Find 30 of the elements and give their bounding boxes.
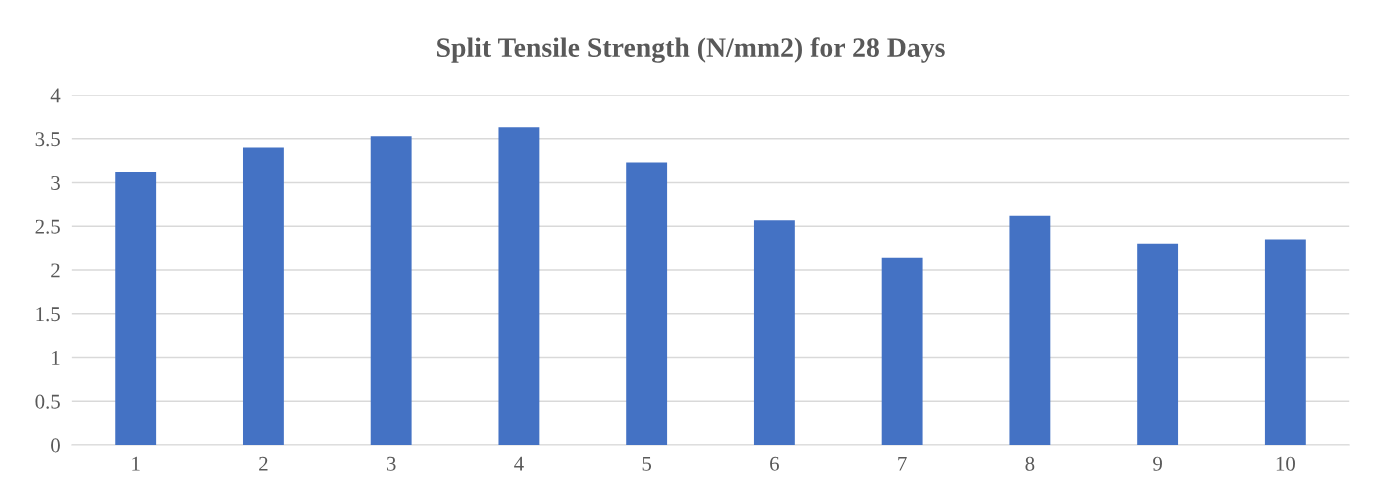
x-tick-label: 5: [642, 456, 652, 471]
bar: [753, 220, 795, 445]
x-tick-label: 3: [386, 456, 396, 471]
x-tick-label: 8: [1025, 456, 1035, 471]
bar: [115, 172, 157, 445]
bar: [626, 162, 668, 445]
bar: [498, 127, 540, 445]
y-tick-label: 2: [51, 263, 60, 278]
chart-title: Split Tensile Strength (N/mm2) for 28 Days: [437, 37, 945, 63]
bar: [1137, 243, 1179, 445]
y-tick-label: 4: [50, 88, 61, 103]
y-tick-label: 3.5: [35, 132, 60, 147]
x-tick-label: 10: [1276, 456, 1295, 471]
y-tick-label: 0: [51, 438, 60, 453]
bar: [1009, 215, 1051, 445]
y-tick-label: 3: [51, 175, 60, 190]
y-tick-label: 0.5: [35, 394, 60, 409]
bar: [881, 257, 923, 445]
bar: [242, 147, 284, 445]
x-tick-label: 4: [514, 456, 524, 471]
y-tick-label: 1.5: [36, 307, 60, 322]
y-tick-label: 1: [52, 350, 60, 365]
x-tick-label: 7: [898, 456, 907, 471]
x-tick-label: 6: [770, 456, 779, 471]
y-tick-label: 2.5: [35, 219, 60, 234]
bar: [370, 136, 412, 445]
bar: [1264, 239, 1306, 445]
x-tick-label: 9: [1153, 456, 1162, 471]
x-tick-label: 1: [132, 456, 140, 471]
x-tick-label: 2: [259, 456, 268, 471]
